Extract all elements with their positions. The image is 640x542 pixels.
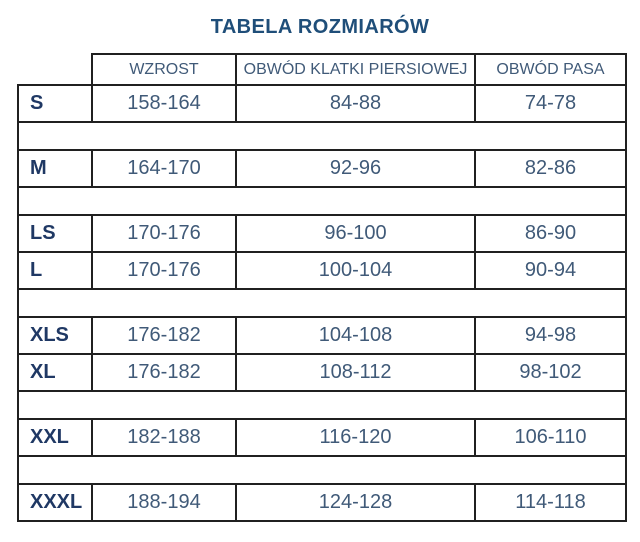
value-cell: 84-88 bbox=[235, 84, 476, 123]
value-cell: 170-176 bbox=[91, 214, 237, 253]
value-cell: 170-176 bbox=[91, 251, 237, 290]
size-table-body: S 158-164 84-88 74-78 M 164-170 92-96 82-86 LS 17… bbox=[17, 84, 627, 522]
size-label-cell: XL bbox=[17, 353, 93, 392]
table-row: S 158-164 84-88 74-78 bbox=[17, 84, 627, 123]
table-row: XXXL 188-194 124-128 114-118 bbox=[17, 483, 627, 522]
size-label-cell: S bbox=[17, 84, 93, 123]
size-table-header: WZROST OBWÓD KLATKI PIERSIOWEJ OBWÓD PAS… bbox=[18, 53, 627, 86]
value-cell: 164-170 bbox=[91, 149, 237, 188]
spacer-row bbox=[17, 186, 627, 216]
size-label-cell: L bbox=[17, 251, 93, 290]
column-header-wzrost: WZROST bbox=[91, 53, 237, 86]
table-row: M 164-170 92-96 82-86 bbox=[17, 149, 627, 188]
value-cell: 116-120 bbox=[235, 418, 476, 457]
spacer-cell bbox=[17, 121, 627, 151]
spacer-cell bbox=[17, 390, 627, 420]
column-header-obwod-klatki: OBWÓD KLATKI PIERSIOWEJ bbox=[235, 53, 476, 86]
size-label-cell: XXL bbox=[17, 418, 93, 457]
value-cell: 90-94 bbox=[474, 251, 627, 290]
value-cell: 176-182 bbox=[91, 316, 237, 355]
table-row: XXL 182-188 116-120 106-110 bbox=[17, 418, 627, 457]
value-cell: 96-100 bbox=[235, 214, 476, 253]
corner-cell bbox=[18, 54, 92, 85]
value-cell: 124-128 bbox=[235, 483, 476, 522]
value-cell: 158-164 bbox=[91, 84, 237, 123]
value-cell: 108-112 bbox=[235, 353, 476, 392]
value-cell: 188-194 bbox=[91, 483, 237, 522]
value-cell: 82-86 bbox=[474, 149, 627, 188]
size-table: WZROST OBWÓD KLATKI PIERSIOWEJ OBWÓD PAS… bbox=[17, 53, 627, 522]
size-label-cell: XLS bbox=[17, 316, 93, 355]
value-cell: 104-108 bbox=[235, 316, 476, 355]
size-label-cell: LS bbox=[17, 214, 93, 253]
spacer-row bbox=[17, 288, 627, 318]
table-row: XL 176-182 108-112 98-102 bbox=[17, 353, 627, 392]
column-header-obwod-pasa: OBWÓD PASA bbox=[474, 53, 627, 86]
value-cell: 182-188 bbox=[91, 418, 237, 457]
spacer-row bbox=[17, 121, 627, 151]
value-cell: 114-118 bbox=[474, 483, 627, 522]
table-row: XLS 176-182 104-108 94-98 bbox=[17, 316, 627, 355]
size-label-cell: XXXL bbox=[17, 483, 93, 522]
spacer-row bbox=[17, 390, 627, 420]
spacer-cell bbox=[17, 186, 627, 216]
value-cell: 106-110 bbox=[474, 418, 627, 457]
table-row: LS 170-176 96-100 86-90 bbox=[17, 214, 627, 253]
page-title: TABELA ROZMIARÓW bbox=[210, 16, 430, 38]
value-cell: 176-182 bbox=[91, 353, 237, 392]
value-cell: 86-90 bbox=[474, 214, 627, 253]
value-cell: 74-78 bbox=[474, 84, 627, 123]
spacer-row bbox=[17, 455, 627, 485]
header-row: WZROST OBWÓD KLATKI PIERSIOWEJ OBWÓD PAS… bbox=[18, 53, 627, 86]
value-cell: 98-102 bbox=[474, 353, 627, 392]
value-cell: 100-104 bbox=[235, 251, 476, 290]
spacer-cell bbox=[17, 288, 627, 318]
table-row: L 170-176 100-104 90-94 bbox=[17, 251, 627, 290]
size-label-cell: M bbox=[17, 149, 93, 188]
spacer-cell bbox=[17, 455, 627, 485]
value-cell: 94-98 bbox=[474, 316, 627, 355]
value-cell: 92-96 bbox=[235, 149, 476, 188]
